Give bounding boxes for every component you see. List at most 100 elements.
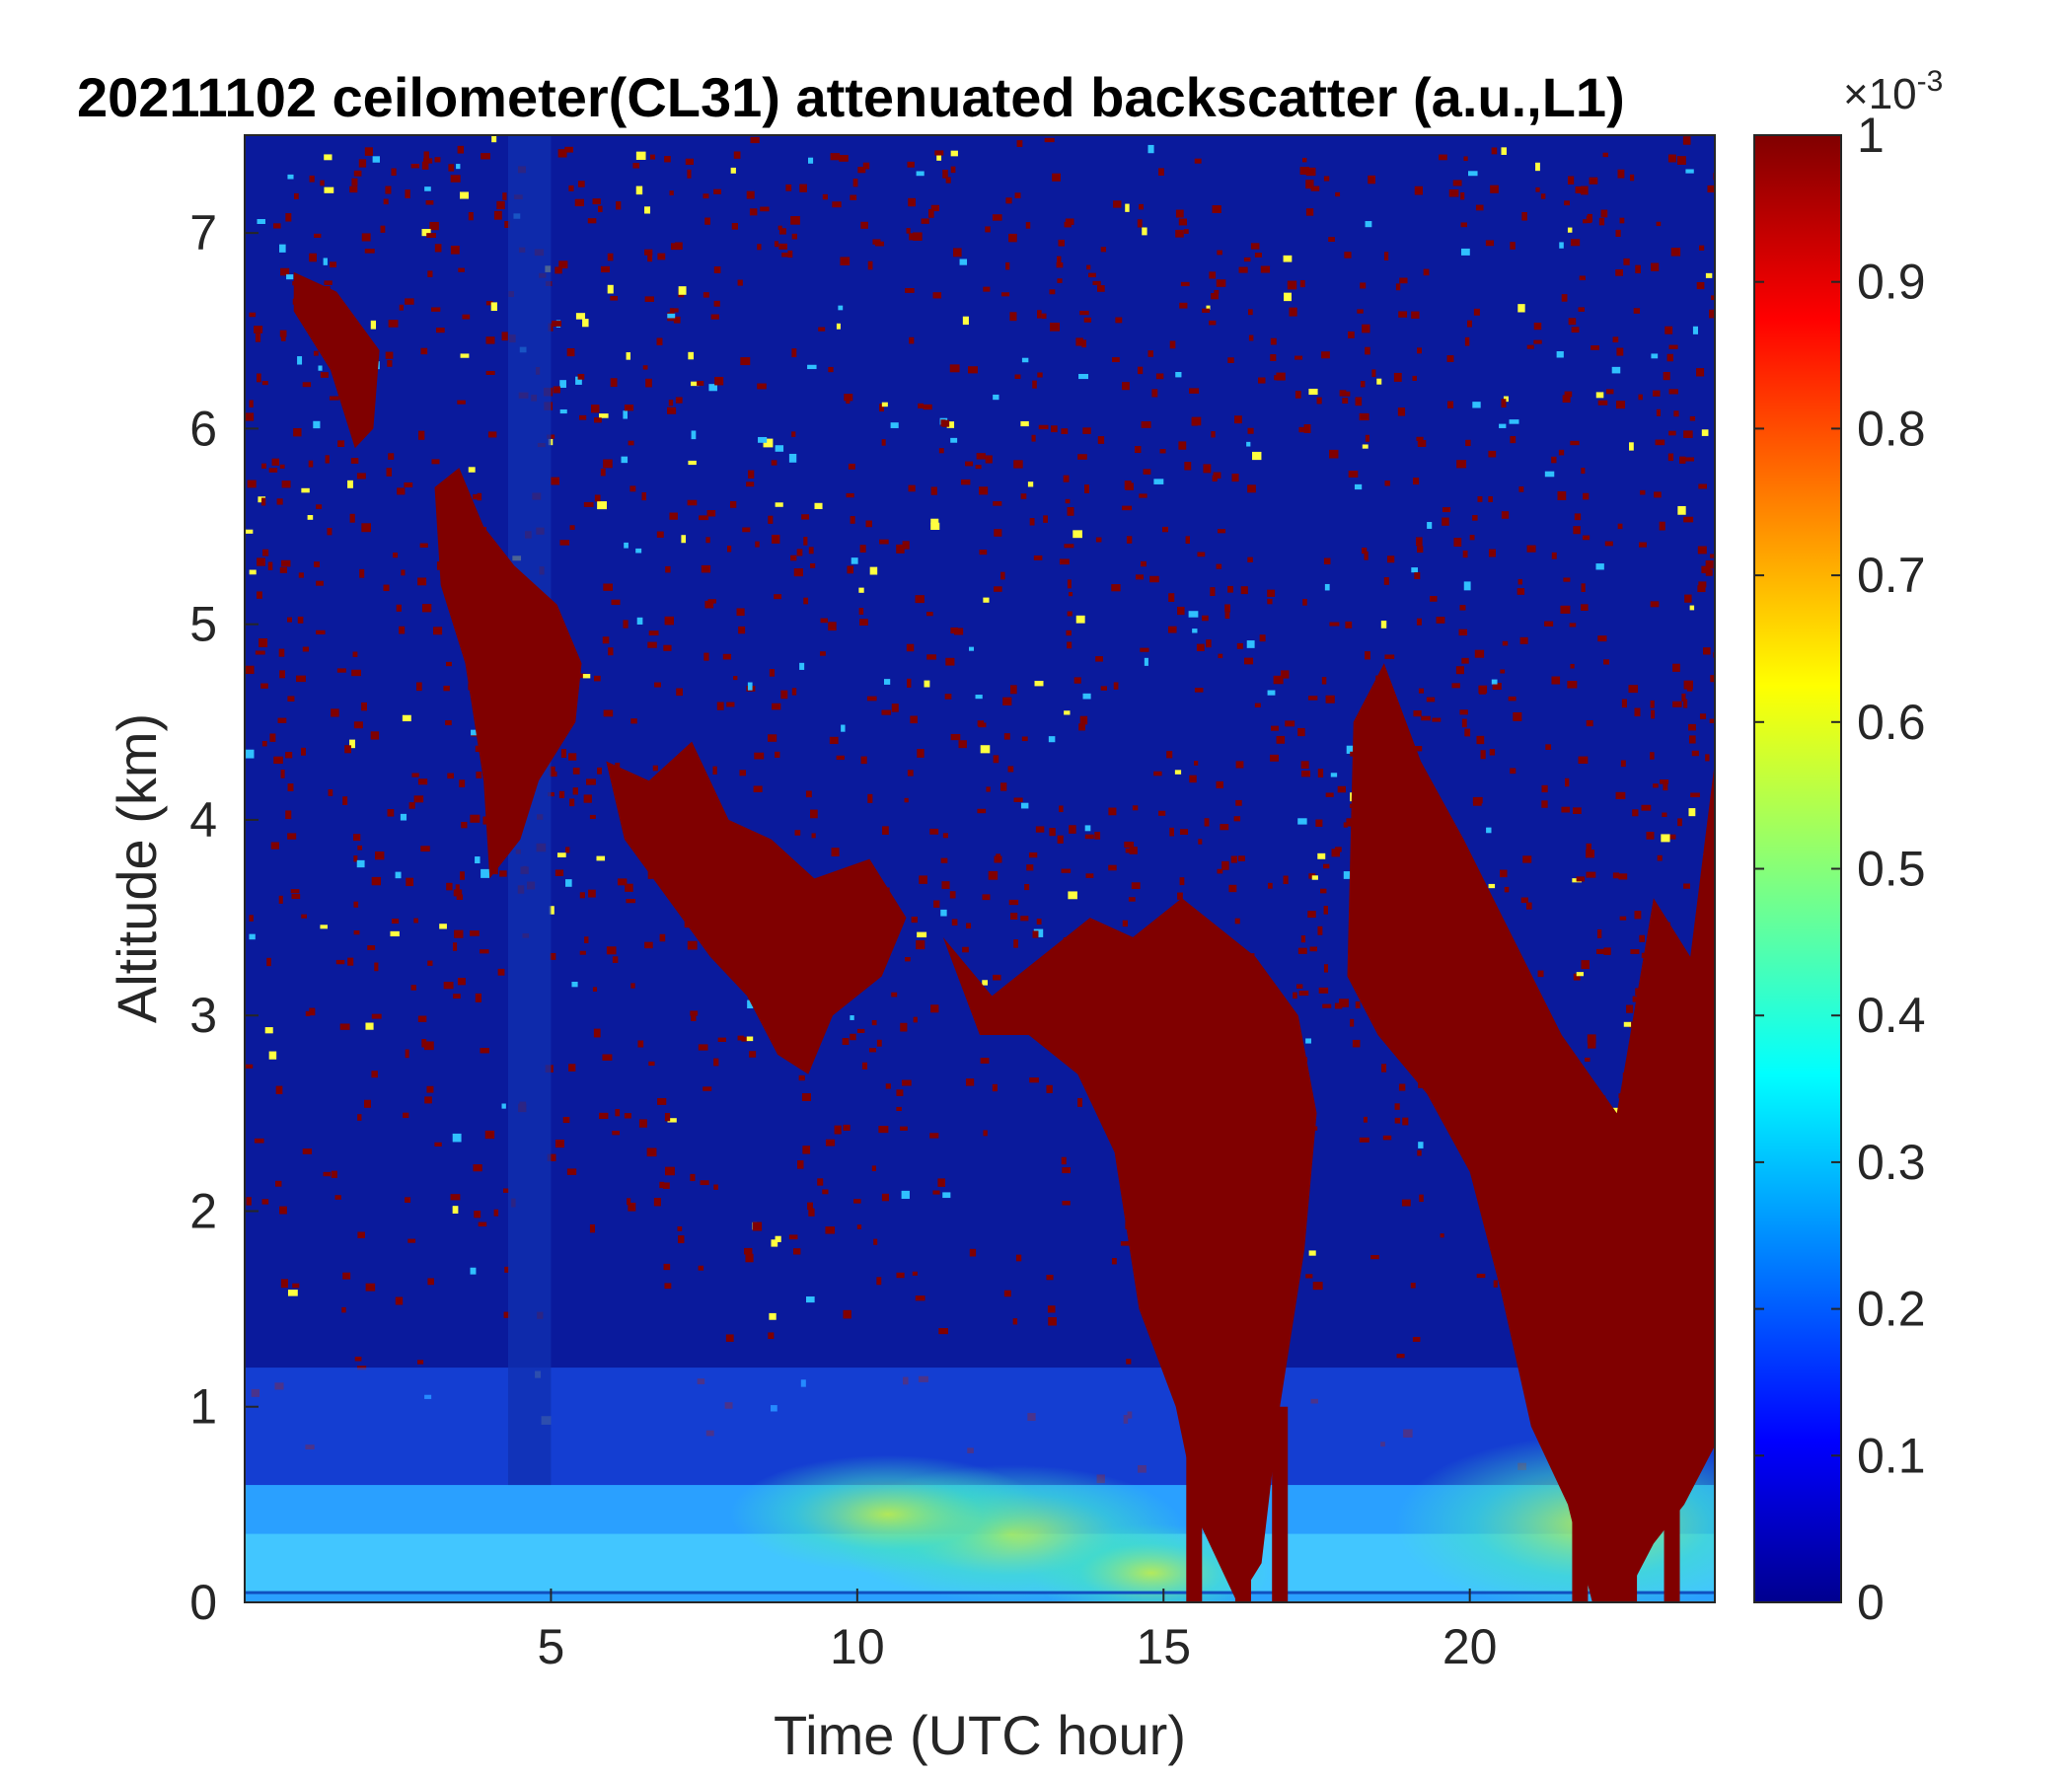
heatmap-speckle xyxy=(330,261,337,268)
heatmap-speckle xyxy=(1217,250,1222,256)
heatmap-speckle xyxy=(1142,227,1147,236)
heatmap-speckle xyxy=(387,809,395,817)
heatmap-speckle xyxy=(461,822,468,829)
heatmap-speckle xyxy=(1067,579,1072,589)
heatmap-speckle xyxy=(490,302,497,312)
heatmap-speckle xyxy=(978,486,989,495)
heatmap-speckle xyxy=(740,357,751,366)
heatmap-speckle xyxy=(817,1178,824,1186)
heatmap-speckle xyxy=(1533,323,1542,331)
heatmap-speckle xyxy=(933,900,940,908)
y-tick-label: 0 xyxy=(189,1575,217,1630)
heatmap-speckle xyxy=(1305,167,1316,177)
heatmap-speckle xyxy=(1323,906,1329,915)
heatmap-speckle xyxy=(1620,760,1626,768)
heatmap-speckle xyxy=(637,1040,644,1048)
heatmap-speckle xyxy=(592,198,601,205)
heatmap-speckle xyxy=(924,680,930,688)
heatmap-speckle xyxy=(1092,280,1101,285)
heatmap-speckle xyxy=(1384,481,1390,486)
heatmap-speckle xyxy=(748,470,755,479)
heatmap-speckle xyxy=(1488,549,1496,557)
heatmap-speckle xyxy=(1442,517,1449,526)
heatmap-speckle xyxy=(881,439,886,446)
heatmap-speckle xyxy=(485,370,495,376)
heatmap-speckle xyxy=(452,1133,462,1143)
heatmap-speckle xyxy=(1660,779,1669,784)
heatmap-speckle xyxy=(1362,324,1370,333)
heatmap-speckle xyxy=(431,459,440,465)
heatmap-speckle xyxy=(664,616,674,626)
heatmap-speckle xyxy=(1151,389,1158,398)
heatmap-speckle xyxy=(1025,222,1031,229)
heatmap-speckle xyxy=(1521,212,1527,221)
heatmap-speckle xyxy=(375,851,385,860)
heatmap-speckle xyxy=(1020,420,1029,427)
heatmap-speckle xyxy=(713,188,722,194)
heatmap-speckle xyxy=(698,1265,704,1271)
heatmap-speckle xyxy=(1073,530,1082,539)
heatmap-speckle xyxy=(1653,783,1659,788)
colorbar-ticks: 0 0.1 0.2 0.3 0.4 0.5 0.6 0.7 0.8 0.9 1 xyxy=(1754,108,1926,1630)
heatmap-speckle xyxy=(1509,419,1519,424)
colorbar-tick-label: 0.8 xyxy=(1857,401,1926,456)
heatmap-speckle xyxy=(1064,544,1074,549)
heatmap-speckle xyxy=(417,1015,427,1022)
heatmap-speckle xyxy=(704,600,714,609)
heatmap-speckle xyxy=(1362,444,1369,449)
heatmap-speckle xyxy=(446,882,453,891)
heatmap-speckle xyxy=(316,580,324,586)
heatmap-speckle xyxy=(1043,515,1048,523)
heatmap-speckle xyxy=(1179,877,1185,886)
heatmap-speckle xyxy=(1305,208,1314,216)
heatmap-speckle xyxy=(1493,1280,1498,1288)
heatmap-speckle xyxy=(1057,278,1063,283)
heatmap-speckle xyxy=(703,292,709,298)
heatmap-speckle xyxy=(1305,1274,1313,1279)
heatmap-speckle xyxy=(775,445,784,452)
heatmap-speckle xyxy=(1365,651,1370,660)
heatmap-speckle xyxy=(278,648,285,657)
heatmap-speckle xyxy=(1621,699,1627,708)
heatmap-speckle xyxy=(1178,441,1187,450)
heatmap-speckle xyxy=(975,695,983,700)
heatmap-speckle xyxy=(1129,847,1138,854)
heatmap-speckle xyxy=(1581,185,1589,195)
y-tick-label: 3 xyxy=(189,988,217,1043)
heatmap-speckle xyxy=(630,983,635,989)
heatmap-speckle xyxy=(1630,174,1635,182)
heatmap-speckle xyxy=(574,198,584,207)
heatmap-speckle xyxy=(1100,247,1107,253)
heatmap-speckle xyxy=(1600,209,1608,218)
heatmap-speckle xyxy=(450,246,460,255)
aerosol-enhancement xyxy=(729,1454,1046,1574)
heatmap-speckle xyxy=(710,314,719,320)
heatmap-speckle xyxy=(427,960,433,966)
heatmap-speckle xyxy=(930,204,940,212)
heatmap-speckle xyxy=(953,248,962,258)
heatmap-speckle xyxy=(669,308,679,313)
heatmap-speckle xyxy=(364,249,375,254)
heatmap-speckle xyxy=(1046,1274,1054,1281)
heatmap-speckle xyxy=(1342,398,1349,404)
heatmap-speckle xyxy=(1679,456,1686,464)
heatmap-speckle xyxy=(279,1206,287,1215)
heatmap-speckle xyxy=(1028,851,1038,858)
heatmap-speckle xyxy=(1209,320,1217,326)
heatmap-speckle xyxy=(357,1114,362,1121)
heatmap-speckle xyxy=(968,366,978,374)
heatmap-speckle xyxy=(424,186,431,191)
heatmap-speckle xyxy=(484,1130,495,1140)
heatmap-speckle xyxy=(257,557,265,566)
heatmap-speckle xyxy=(1059,805,1064,813)
heatmap-speckle xyxy=(552,320,562,328)
heatmap-speckle xyxy=(353,170,362,177)
heatmap-speckle xyxy=(301,487,310,493)
heatmap-speckle xyxy=(1640,489,1646,495)
heatmap-speckle xyxy=(896,1272,905,1279)
heatmap-speckle xyxy=(919,875,927,884)
heatmap-speckle xyxy=(390,930,400,937)
heatmap-speckle xyxy=(929,828,939,835)
heatmap-speckle xyxy=(1057,835,1064,844)
x-tick-label: 15 xyxy=(1136,1619,1191,1674)
